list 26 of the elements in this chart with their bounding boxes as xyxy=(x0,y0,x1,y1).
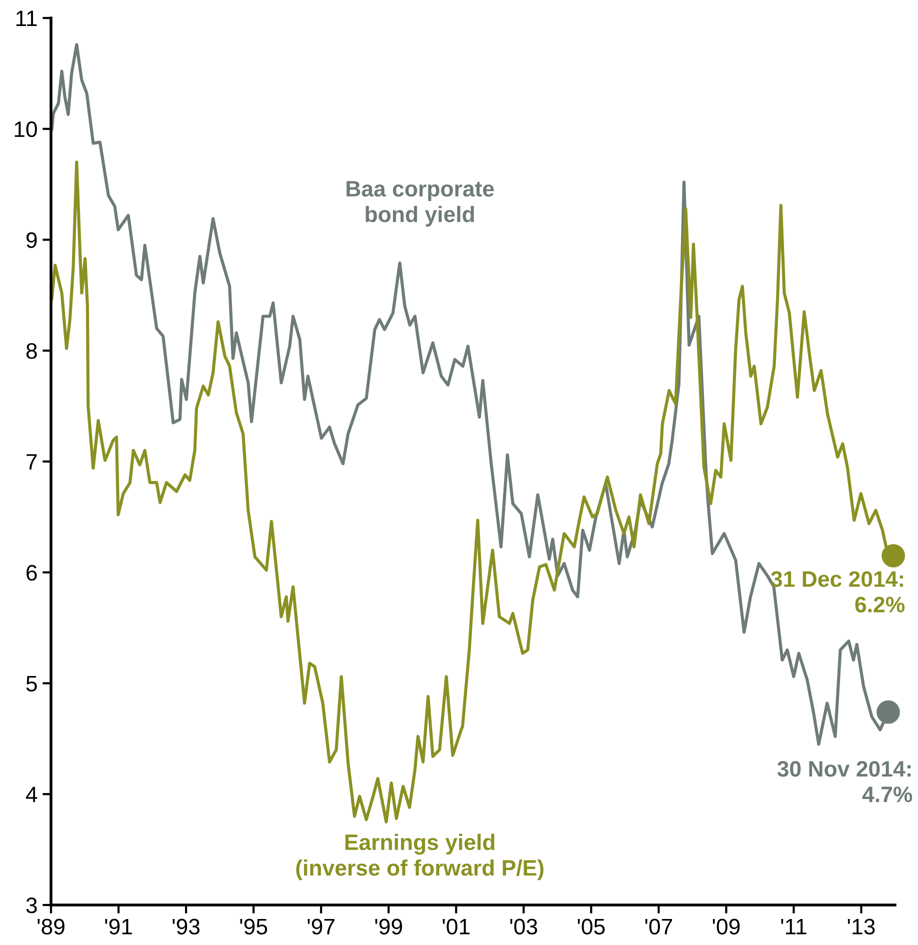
y-tick-label: 4 xyxy=(26,786,38,802)
text: Baa corporate bond yield xyxy=(346,181,494,227)
x-tick-label: '13 xyxy=(848,918,875,935)
annotation: 31 Dec 2014: 6.2% xyxy=(770,571,905,612)
x-tick-label: '89 xyxy=(38,918,64,935)
x-tick-label: '05 xyxy=(578,918,605,935)
y-tick-label: 5 xyxy=(26,676,37,692)
annotation: 30 Nov 2014: 4.7% xyxy=(777,761,912,802)
x-tick-label: '11 xyxy=(781,919,806,934)
x-tick-label: '09 xyxy=(712,918,740,935)
y-tick-label: 9 xyxy=(26,232,37,248)
y-tick-label: 11 xyxy=(16,10,37,26)
x-tick-label: '99 xyxy=(375,918,402,935)
text: Earnings yield (inverse of forward P/E) xyxy=(296,834,544,880)
y-tick-label: 3 xyxy=(26,898,37,914)
x-tick-label: '03 xyxy=(510,918,538,935)
x-tick-label: '97 xyxy=(308,918,334,935)
x-tick-label: '07 xyxy=(645,918,672,935)
x-tick-label: '91 xyxy=(105,918,132,935)
y-tick-label: 6 xyxy=(26,564,37,581)
x-tick-label: '95 xyxy=(240,918,268,935)
y-tick-label: 7 xyxy=(26,454,37,470)
y-tick-label: 10 xyxy=(14,121,37,138)
y-tick-label: 8 xyxy=(26,343,37,359)
x-tick-label: '01 xyxy=(442,918,470,935)
x-tick-label: '93 xyxy=(172,918,200,935)
